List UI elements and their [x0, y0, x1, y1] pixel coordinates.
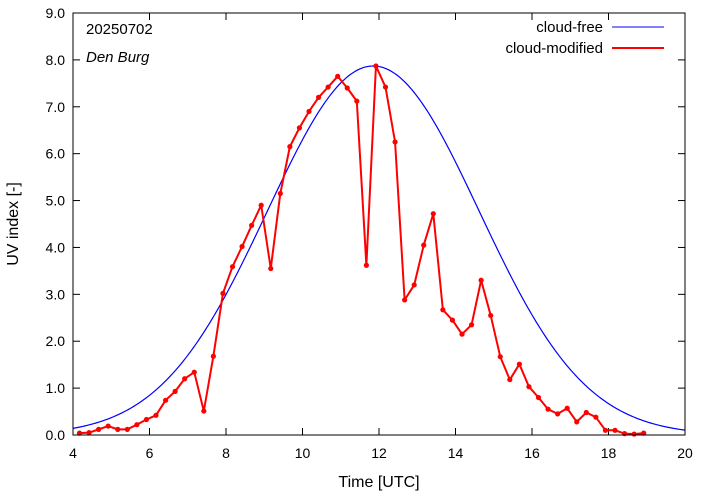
legend-label-cloud-free: cloud-free [536, 19, 603, 36]
data-point-cloud-modified [115, 426, 121, 432]
x-axis-title: Time [UTC] [338, 474, 419, 491]
y-tick-label: 9.0 [46, 5, 66, 21]
data-point-cloud-modified [363, 262, 369, 268]
data-point-cloud-modified [249, 222, 255, 229]
x-tick-label: 4 [69, 445, 77, 461]
x-tick-label: 18 [601, 445, 617, 461]
data-point-cloud-modified [583, 409, 589, 416]
data-point-cloud-modified [86, 430, 92, 436]
data-point-cloud-modified [287, 144, 293, 150]
data-point-cloud-modified [335, 73, 341, 79]
y-tick-label: 5.0 [46, 193, 66, 209]
plot-frame [72, 12, 686, 436]
data-point-cloud-modified [182, 376, 188, 382]
data-point-cloud-modified [478, 277, 484, 283]
data-point-cloud-modified [545, 406, 551, 412]
data-point-cloud-modified [526, 384, 532, 390]
data-point-cloud-modified [459, 331, 465, 337]
series-line-cloud-modified [79, 64, 644, 436]
data-point-cloud-modified [602, 427, 609, 433]
y-tick-label: 2.0 [46, 333, 66, 349]
data-point-cloud-modified [440, 307, 446, 313]
y-tick-label: 4.0 [46, 239, 66, 255]
data-point-cloud-modified [430, 211, 436, 217]
x-tick-label: 16 [524, 445, 540, 461]
x-tick-label: 14 [448, 445, 464, 461]
data-point-cloud-modified [258, 202, 264, 208]
data-point-cloud-modified [468, 322, 475, 328]
data-point-cloud-modified [411, 282, 417, 288]
data-point-cloud-modified [124, 426, 130, 432]
data-point-cloud-modified [96, 426, 102, 432]
data-point-cloud-modified [134, 422, 140, 428]
data-point-cloud-modified [268, 265, 274, 272]
data-point-cloud-modified [574, 419, 580, 425]
data-point-cloud-modified [612, 427, 618, 433]
data-point-cloud-modified [497, 354, 503, 360]
data-point-cloud-modified [229, 264, 236, 270]
data-point-cloud-modified [507, 377, 513, 383]
station-annotation: Den Burg [86, 49, 150, 66]
data-point-cloud-modified [153, 412, 159, 418]
data-point-cloud-modified [201, 408, 207, 414]
data-point-cloud-modified [402, 297, 408, 303]
data-point-cloud-modified [277, 190, 283, 197]
data-point-cloud-modified [191, 369, 197, 375]
date-annotation: 20250702 [86, 21, 153, 38]
data-point-cloud-modified [220, 290, 226, 296]
data-point-cloud-modified [421, 242, 427, 248]
x-tick-label: 12 [371, 445, 387, 461]
data-point-cloud-modified [105, 423, 111, 429]
y-tick-label: 3.0 [46, 286, 66, 302]
data-point-cloud-modified [296, 125, 303, 131]
legend-label-cloud-modified: cloud-modified [505, 40, 603, 57]
y-tick-label: 1.0 [46, 380, 66, 396]
y-axis-title: UV index [-] [5, 182, 22, 266]
y-tick-label: 6.0 [46, 146, 66, 162]
data-point-cloud-modified [162, 397, 169, 403]
data-point-cloud-modified [535, 394, 542, 401]
y-tick-label: 7.0 [46, 99, 66, 115]
data-point-cloud-modified [555, 411, 561, 417]
x-tick-label: 10 [295, 445, 311, 461]
series-line-cloud-free [72, 65, 686, 431]
x-tick-label: 20 [677, 445, 693, 461]
data-point-cloud-modified [564, 405, 570, 411]
data-point-cloud-modified [143, 416, 150, 423]
data-point-cloud-modified [373, 63, 379, 69]
data-point-cloud-modified [382, 84, 389, 90]
data-point-cloud-modified [641, 430, 647, 436]
data-point-cloud-modified [210, 353, 216, 359]
x-tick-label: 8 [222, 445, 230, 461]
y-tick-label: 8.0 [46, 52, 66, 68]
data-point-cloud-modified [392, 139, 398, 145]
data-point-cloud-modified [354, 98, 360, 104]
data-point-cloud-modified [76, 430, 83, 436]
data-point-cloud-modified [449, 317, 456, 323]
data-point-cloud-modified [488, 312, 494, 319]
data-point-cloud-modified [516, 361, 522, 367]
data-point-cloud-modified [315, 94, 322, 100]
x-tick-label: 6 [146, 445, 154, 461]
data-point-cloud-modified [631, 431, 637, 437]
data-point-cloud-modified [344, 85, 350, 91]
data-point-cloud-modified [239, 243, 245, 250]
data-point-cloud-modified [325, 84, 331, 90]
data-point-cloud-modified [593, 414, 599, 420]
y-tick-label: 0.0 [46, 427, 66, 443]
data-point-cloud-modified [306, 108, 312, 115]
data-point-cloud-modified [172, 388, 178, 394]
